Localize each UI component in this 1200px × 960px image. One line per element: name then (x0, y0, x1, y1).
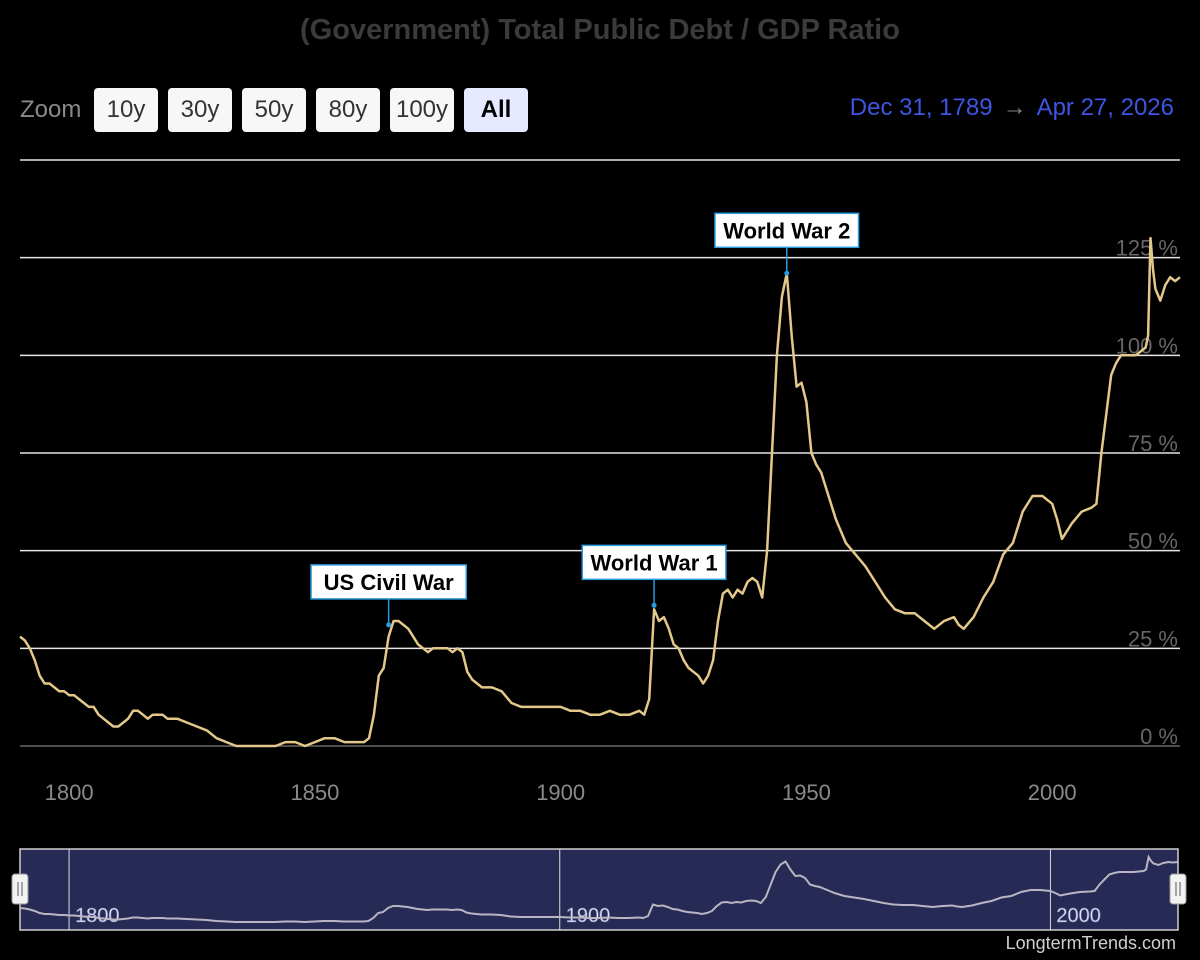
y-tick-label: 75 % (1128, 431, 1178, 456)
annotation-label: US Civil War (324, 570, 454, 595)
annotation-box (714, 212, 860, 249)
annotation-box (310, 564, 467, 600)
chart-title: (Government) Total Public Debt / GDP Rat… (300, 14, 900, 46)
handle-body (1169, 873, 1187, 905)
annotation-point (784, 270, 790, 276)
zoom-30y-button[interactable]: 30y (168, 88, 232, 132)
navigator-tick-label: 1800 (75, 905, 120, 927)
zoom-50y-button[interactable]: 50y (242, 88, 306, 132)
navigator-line (19, 854, 1179, 924)
x-tick-label: 2000 (1028, 780, 1077, 805)
zoom-label: Zoom (20, 96, 82, 123)
navigator-right-handle[interactable] (1169, 873, 1187, 905)
x-tick-label: 1800 (45, 780, 94, 805)
annotation-point (386, 622, 392, 628)
y-tick-label: 50 % (1128, 529, 1178, 554)
zoom-10y-button[interactable]: 10y (94, 88, 158, 132)
zoom-all-button[interactable]: All (464, 88, 528, 132)
annotation-label: World War 2 (723, 218, 850, 243)
y-tick-label: 125 % (1116, 236, 1178, 261)
range-from-date[interactable]: Dec 31, 1789 (849, 94, 993, 121)
zoom-100y-button[interactable]: 100y (390, 88, 454, 132)
navigator-tick-label: 1900 (566, 905, 611, 927)
navigator-tick-label: 2000 (1056, 905, 1101, 927)
annotation-point (651, 602, 657, 608)
annotation-box (581, 544, 727, 581)
range-to-date[interactable]: Apr 27, 2026 (1036, 94, 1174, 121)
navigator-window (19, 848, 1179, 931)
annotation-label: World War 1 (591, 550, 718, 575)
y-tick-label: 0 % (1140, 724, 1178, 749)
range-arrow-icon: → (1002, 94, 1027, 121)
date-range: Dec 31, 1789 → Apr 27, 2026 (850, 94, 1174, 122)
credit-text[interactable]: LongtermTrends.com (1005, 933, 1176, 953)
y-tick-label: 25 % (1128, 626, 1178, 651)
x-tick-label: 1900 (536, 780, 585, 805)
x-tick-label: 1950 (782, 780, 831, 805)
navigator-left-handle[interactable] (11, 873, 29, 905)
debt-gdp-line (19, 236, 1181, 748)
zoom-80y-button[interactable]: 80y (316, 88, 380, 132)
handle-body (11, 873, 29, 905)
x-tick-label: 1850 (290, 780, 339, 805)
